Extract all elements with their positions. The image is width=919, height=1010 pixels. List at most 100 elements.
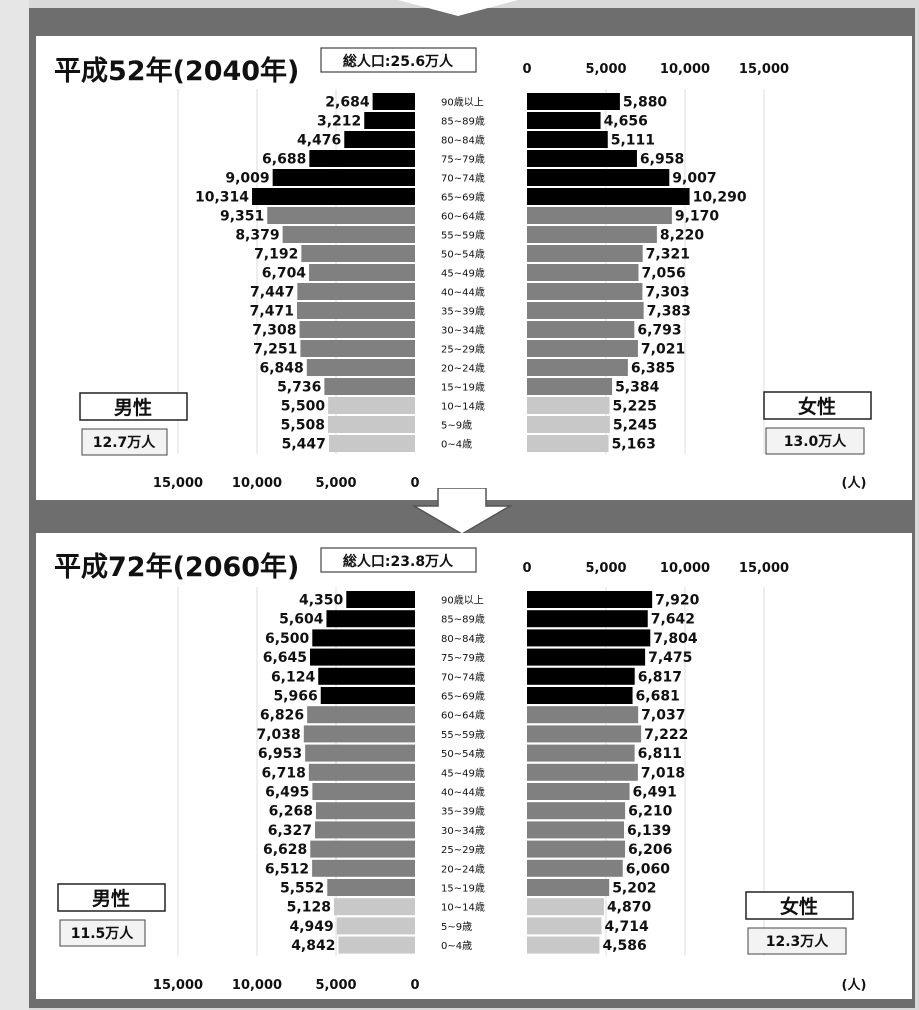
male-value-label: 5,447	[282, 437, 326, 453]
male-value-label: 9,009	[225, 171, 269, 187]
female-value-label: 6,491	[633, 785, 677, 801]
male-bar	[327, 416, 415, 433]
male-bar	[318, 667, 415, 685]
female-total-box	[765, 427, 865, 455]
male-axis-tick-label: 10,000	[232, 476, 282, 491]
male-axis-tick-label: 15,000	[153, 476, 203, 491]
female-bar	[527, 821, 624, 839]
female-value-label: 7,303	[645, 285, 689, 301]
female-value-label: 6,793	[637, 323, 681, 339]
chart-title: 平成52年(2040年)	[54, 55, 299, 87]
pyramid-2060-chart: 平成72年(2060年) 総人口:23.8万人 0 5,000 10,000 15,000…	[54, 547, 867, 993]
male-value-label: 4,350	[299, 593, 344, 609]
female-bar	[527, 917, 602, 935]
female-bar	[527, 435, 609, 452]
age-group-label: 40~44歳	[441, 787, 485, 799]
male-bar	[310, 840, 415, 858]
male-value-label: 5,500	[281, 399, 326, 415]
male-bar	[315, 802, 415, 820]
female-value-label: 9,170	[675, 209, 720, 225]
female-axis-tick-label: 15,000	[739, 561, 789, 576]
male-axis-tick-label: 5,000	[315, 476, 356, 491]
male-bar	[315, 821, 415, 839]
male-label-box	[57, 883, 166, 912]
male-bar	[336, 917, 415, 935]
female-bar	[527, 629, 651, 647]
male-value-label: 6,848	[260, 361, 304, 377]
male-bar	[282, 226, 415, 243]
male-bar	[346, 591, 415, 608]
male-label-box	[79, 392, 188, 421]
age-group-label: 70~74歳	[441, 173, 485, 185]
male-bar	[296, 302, 415, 319]
male-value-label: 5,552	[280, 881, 324, 897]
male-bar	[310, 648, 415, 666]
female-value-label: 7,222	[644, 727, 688, 743]
age-group-label: 80~84歳	[441, 135, 485, 147]
male-bar	[324, 378, 415, 395]
female-value-label: 7,321	[646, 247, 690, 263]
female-bar	[527, 763, 638, 781]
male-bar	[305, 744, 415, 762]
female-value-label: 6,139	[627, 823, 671, 839]
left-margin	[0, 0, 29, 1010]
male-bar	[344, 131, 415, 148]
age-group-label: 45~49歳	[441, 767, 485, 779]
unit-label: (人)	[842, 977, 867, 993]
male-bar	[338, 936, 415, 954]
total-population-label: 総人口:25.6万人	[343, 53, 454, 70]
age-group-label: 90歳以上	[441, 595, 484, 607]
male-bar	[303, 725, 415, 743]
female-value-label: 9,007	[672, 171, 716, 187]
male-bar	[312, 859, 415, 877]
male-value-label: 4,476	[297, 133, 341, 149]
male-bar	[306, 359, 415, 376]
arrow-down-icon	[412, 488, 512, 535]
male-value-label: 2,684	[325, 95, 370, 111]
male-bar	[300, 340, 415, 357]
female-bar	[527, 879, 610, 896]
female-value-label: 6,817	[638, 669, 682, 685]
age-group-label: 75~79歳	[441, 652, 485, 664]
male-bar	[297, 283, 415, 300]
male-bar	[252, 188, 415, 205]
male-axis-tick-label: 0	[410, 476, 419, 491]
male-bar	[326, 610, 415, 628]
female-bar	[527, 416, 610, 433]
male-value-label: 6,688	[262, 152, 306, 168]
female-value-label: 5,111	[611, 133, 655, 149]
female-bar	[527, 744, 635, 762]
female-bar	[527, 169, 670, 186]
age-group-label: 85~89歳	[441, 614, 485, 626]
female-label-box	[763, 391, 872, 420]
female-value-label: 6,206	[628, 842, 672, 858]
female-value-label: 4,870	[607, 900, 652, 916]
unit-label: (人)	[842, 475, 867, 491]
female-label: 女性	[780, 895, 818, 918]
age-group-label: 15~19歳	[441, 382, 485, 394]
male-axis-tick-label: 0	[410, 978, 419, 993]
female-bar	[527, 283, 643, 300]
age-group-label: 25~29歳	[441, 344, 485, 356]
age-group-label: 20~24歳	[441, 363, 485, 375]
female-bar	[527, 359, 628, 376]
female-bar	[527, 207, 672, 224]
female-bar	[527, 93, 620, 110]
female-bar	[527, 725, 642, 743]
male-value-label: 9,351	[220, 209, 264, 225]
female-bar	[527, 112, 601, 129]
total-population-box	[320, 47, 477, 73]
female-value-label: 7,804	[653, 631, 698, 647]
age-group-label: 75~79歳	[441, 154, 485, 166]
female-value-label: 4,714	[604, 919, 649, 935]
male-bar	[327, 879, 415, 896]
female-bar	[527, 610, 648, 628]
age-group-label: 85~89歳	[441, 116, 485, 128]
female-value-label: 5,163	[612, 437, 656, 453]
male-value-label: 5,128	[287, 900, 331, 916]
male-label: 男性	[114, 396, 152, 419]
female-label-box	[745, 891, 854, 920]
male-value-label: 6,645	[263, 650, 307, 666]
age-group-label: 25~29歳	[441, 844, 485, 856]
age-group-label: 60~64歳	[441, 710, 485, 722]
